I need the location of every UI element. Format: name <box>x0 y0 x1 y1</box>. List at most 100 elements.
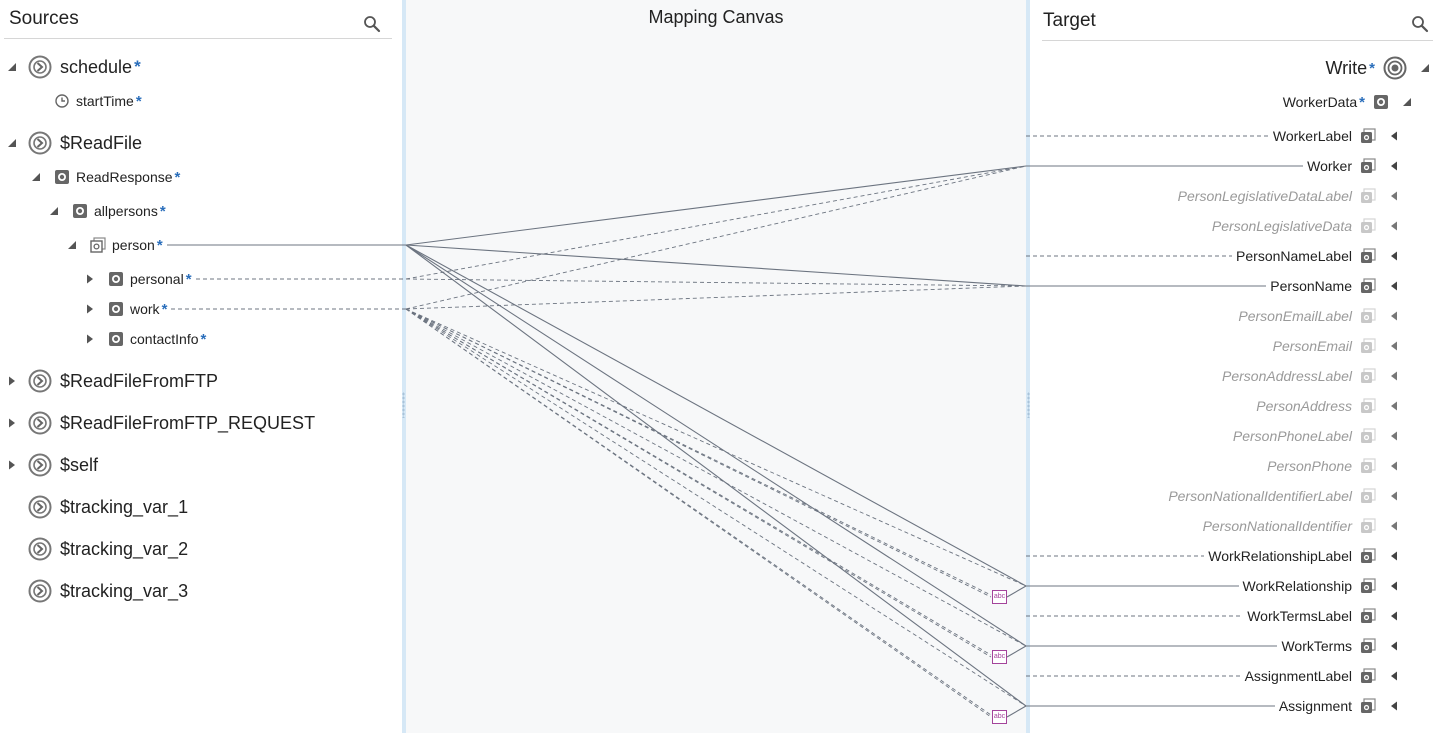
expand-caret-icon[interactable] <box>1388 280 1400 292</box>
expand-caret-icon[interactable] <box>1388 700 1400 712</box>
source-row-work[interactable]: work * <box>84 298 167 320</box>
source-label[interactable]: work <box>130 301 160 317</box>
target-row-person-address-label[interactable]: PersonAddressLabel <box>1222 365 1433 387</box>
source-row-readresponse[interactable]: ReadResponse * <box>30 166 180 188</box>
target-row-person-national-identifier-label[interactable]: PersonNationalIdentifierLabel <box>1168 485 1433 507</box>
source-label[interactable]: $tracking_var_2 <box>60 538 189 559</box>
target-label[interactable]: AssignmentLabel <box>1244 668 1352 684</box>
source-row-tracking-var-2[interactable]: $tracking_var_2 <box>6 537 189 561</box>
target-label[interactable]: PersonPhoneLabel <box>1232 428 1352 444</box>
target-row-assignment[interactable]: Assignment <box>1279 695 1433 717</box>
target-row-work-terms-label[interactable]: WorkTermsLabel <box>1247 605 1433 627</box>
source-label[interactable]: startTime <box>76 93 134 109</box>
target-label[interactable]: WorkTermsLabel <box>1247 608 1352 624</box>
target-row-work-relationship[interactable]: WorkRelationship <box>1243 575 1433 597</box>
target-row-person-name-label[interactable]: PersonNameLabel <box>1236 245 1433 267</box>
target-label[interactable]: PersonLegislativeData <box>1211 218 1352 234</box>
expand-caret-icon[interactable] <box>1388 340 1400 352</box>
expand-caret-icon[interactable] <box>1388 310 1400 322</box>
expand-caret-icon[interactable] <box>1388 460 1400 472</box>
search-icon[interactable] <box>363 15 381 33</box>
expand-caret-icon[interactable] <box>1388 670 1400 682</box>
source-row-tracking-var-3[interactable]: $tracking_var_3 <box>6 579 188 603</box>
expand-caret-icon[interactable] <box>1388 580 1400 592</box>
target-label[interactable]: WorkRelationship <box>1242 578 1352 594</box>
collapse-caret-icon[interactable] <box>30 171 42 183</box>
target-label[interactable]: PersonAddress <box>1256 398 1352 414</box>
expand-caret-icon[interactable] <box>1388 160 1400 172</box>
source-row-allpersons[interactable]: allpersons * <box>48 200 166 222</box>
source-label[interactable]: $ReadFileFromFTP <box>60 370 219 391</box>
source-label[interactable]: schedule <box>60 56 133 77</box>
target-label[interactable]: PersonEmailLabel <box>1238 308 1352 324</box>
target-label[interactable]: Worker <box>1307 158 1352 174</box>
source-label[interactable]: $tracking_var_1 <box>60 496 189 517</box>
source-row-self[interactable]: $self <box>6 453 98 477</box>
target-row-person-email-label[interactable]: PersonEmailLabel <box>1238 305 1433 327</box>
collapse-caret-icon[interactable] <box>66 239 78 251</box>
source-row-readfile[interactable]: $ReadFile <box>6 131 143 155</box>
expand-caret-icon[interactable] <box>6 417 18 429</box>
expand-caret-icon[interactable] <box>1388 130 1400 142</box>
source-row-contactinfo[interactable]: contactInfo * <box>84 328 206 350</box>
expand-caret-icon[interactable] <box>84 333 96 345</box>
target-label[interactable]: WorkerLabel <box>1272 128 1352 144</box>
collapse-caret-icon[interactable] <box>1401 96 1413 108</box>
right-splitter-handle[interactable] <box>1027 392 1030 418</box>
target-label[interactable]: Assignment <box>1278 698 1352 714</box>
expand-caret-icon[interactable] <box>1388 220 1400 232</box>
collapse-caret-icon[interactable] <box>6 137 18 149</box>
expand-caret-icon[interactable] <box>6 375 18 387</box>
target-row-assignment-label[interactable]: AssignmentLabel <box>1245 665 1433 687</box>
expand-caret-icon[interactable] <box>84 273 96 285</box>
target-label[interactable]: WorkerData <box>1282 94 1358 110</box>
source-label[interactable]: person <box>112 237 155 253</box>
expand-caret-icon[interactable] <box>1388 430 1400 442</box>
target-label[interactable]: PersonName <box>1270 278 1352 294</box>
source-label[interactable]: personal <box>130 271 184 287</box>
target-row-person-national-identifier[interactable]: PersonNationalIdentifier <box>1203 515 1433 537</box>
source-label[interactable]: $ReadFile <box>60 132 143 153</box>
source-label[interactable]: allpersons <box>94 203 158 219</box>
expand-caret-icon[interactable] <box>84 303 96 315</box>
expand-caret-icon[interactable] <box>1388 610 1400 622</box>
source-row-tracking-var-1[interactable]: $tracking_var_1 <box>6 495 189 519</box>
target-label[interactable]: Write <box>1325 57 1368 78</box>
expand-caret-icon[interactable] <box>1388 370 1400 382</box>
target-row-work-terms[interactable]: WorkTerms <box>1281 635 1433 657</box>
source-row-readfilefromftp[interactable]: $ReadFileFromFTP <box>6 369 219 393</box>
target-row-work-relationship-label[interactable]: WorkRelationshipLabel <box>1208 545 1433 567</box>
source-row-readfilefromftp-request[interactable]: $ReadFileFromFTP_REQUEST <box>6 411 316 435</box>
target-row-person-legislative-data[interactable]: PersonLegislativeData <box>1212 215 1433 237</box>
expand-caret-icon[interactable] <box>1388 400 1400 412</box>
target-row-person-phone-label[interactable]: PersonPhoneLabel <box>1233 425 1433 447</box>
target-row-person-phone[interactable]: PersonPhone <box>1267 455 1433 477</box>
collapse-caret-icon[interactable] <box>48 205 60 217</box>
string-function-box[interactable]: abc <box>992 650 1007 664</box>
target-row-person-address[interactable]: PersonAddress <box>1256 395 1433 417</box>
target-label[interactable]: PersonNationalIdentifierLabel <box>1168 488 1352 504</box>
expand-caret-icon[interactable] <box>1388 640 1400 652</box>
source-label[interactable]: ReadResponse <box>76 169 173 185</box>
target-label[interactable]: WorkTerms <box>1281 638 1352 654</box>
string-function-box[interactable]: abc <box>992 710 1007 724</box>
collapse-caret-icon[interactable] <box>1419 62 1431 74</box>
expand-caret-icon[interactable] <box>1388 190 1400 202</box>
collapse-caret-icon[interactable] <box>6 61 18 73</box>
target-label[interactable]: PersonEmail <box>1272 338 1352 354</box>
expand-caret-icon[interactable] <box>1388 550 1400 562</box>
left-splitter-handle[interactable] <box>402 392 405 418</box>
source-label[interactable]: $ReadFileFromFTP_REQUEST <box>60 412 316 433</box>
target-label[interactable]: PersonPhone <box>1267 458 1352 474</box>
target-row-worker-label[interactable]: WorkerLabel <box>1273 125 1433 147</box>
expand-caret-icon[interactable] <box>6 459 18 471</box>
target-row-worker[interactable]: Worker <box>1307 155 1433 177</box>
source-row-person[interactable]: person * <box>66 234 163 256</box>
source-row-starttime[interactable]: startTime * <box>30 90 142 112</box>
expand-caret-icon[interactable] <box>1388 520 1400 532</box>
target-row-worker-data[interactable]: WorkerData * <box>1283 91 1413 113</box>
search-icon[interactable] <box>1411 15 1429 33</box>
source-row-schedule[interactable]: schedule * <box>6 55 141 79</box>
target-label[interactable]: PersonNationalIdentifier <box>1202 518 1352 534</box>
target-label[interactable]: PersonLegislativeDataLabel <box>1177 188 1352 204</box>
